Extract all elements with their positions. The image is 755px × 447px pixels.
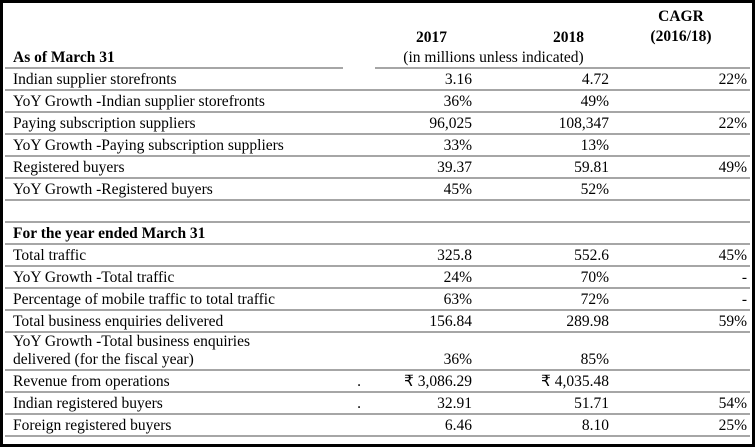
value-2017: 32.91	[375, 392, 475, 415]
value-2017: 3.16	[375, 68, 475, 91]
value-2017: 6.46	[375, 414, 475, 437]
section-title: For the year ended March 31	[5, 222, 343, 245]
row-label: Total traffic	[5, 244, 343, 267]
row-marker	[343, 266, 375, 289]
row-label: YoY Growth -Indian supplier storefronts	[5, 90, 343, 113]
value-2018: 108,347	[475, 112, 612, 135]
value-2018: 51.71	[475, 392, 612, 415]
table-row: YoY Growth -Indian supplier storefronts 3…	[5, 90, 750, 113]
row-marker	[343, 288, 375, 311]
value-2017: 63%	[375, 288, 475, 311]
value-cagr: 49%	[612, 156, 750, 179]
row-label: Indian supplier storefronts	[5, 68, 343, 91]
table-row: Revenue from operations. ₹ 3,086.29 ₹ 4,03…	[5, 370, 750, 393]
value-2017: 33%	[375, 134, 475, 157]
header-cagr: CAGR (2016/18)	[650, 8, 712, 45]
value-2017: ₹ 3,086.29	[375, 370, 475, 393]
value-2018: 85%	[475, 332, 612, 371]
table-row: Indian registered buyers. 32.91 51.71 54%	[5, 392, 750, 415]
value-2017: 36%	[375, 90, 475, 113]
value-2018: ₹ 4,035.48	[475, 370, 612, 393]
row-marker	[343, 332, 375, 371]
value-2017: 96,025	[375, 112, 475, 135]
value-cagr: 22%	[612, 68, 750, 91]
row-label: Percentage of mobile traffic to total tr…	[5, 288, 343, 311]
section-title: As of March 31	[5, 47, 343, 69]
table-row: Foreign registered buyers 6.46 8.10 25%	[5, 414, 750, 437]
table-row: YoY Growth -Registered buyers 45% 52%	[5, 178, 750, 201]
value-cagr	[612, 332, 750, 371]
row-marker	[343, 178, 375, 201]
value-cagr: 54%	[612, 392, 750, 415]
value-2018: 289.98	[475, 310, 612, 333]
value-cagr: -	[612, 288, 750, 311]
value-cagr: 22%	[612, 112, 750, 135]
value-cagr: 45%	[612, 244, 750, 267]
row-label: YoY Growth -Registered buyers	[5, 178, 343, 201]
value-2018: 59.81	[475, 156, 612, 179]
value-2018: 4.72	[475, 68, 612, 91]
table-row: YoY Growth -Total business enquiries deli…	[5, 332, 750, 371]
unit-note: (in millions unless indicated)	[375, 47, 612, 69]
table-row: Total business enquiries delivered 156.84…	[5, 310, 750, 333]
value-cagr	[612, 90, 750, 113]
value-2017: 24%	[375, 266, 475, 289]
table-row: YoY Growth -Total traffic 24% 70% -	[5, 266, 750, 289]
value-2017: 39.37	[375, 156, 475, 179]
value-2018: 13%	[475, 134, 612, 157]
value-2018: 70%	[475, 266, 612, 289]
value-2018: 8.10	[475, 414, 612, 437]
header-row: 2017 2018 CAGR (2016/18)	[5, 3, 750, 47]
row-label: Total business enquiries delivered	[5, 310, 343, 333]
row-marker	[343, 112, 375, 135]
row-marker	[343, 310, 375, 333]
table-row: Paying subscription suppliers 96,025 108,3…	[5, 112, 750, 135]
value-2018: 552.6	[475, 244, 612, 267]
row-label: YoY Growth -Total business enquiries deli…	[5, 332, 343, 371]
value-cagr: 59%	[612, 310, 750, 333]
row-marker: .	[343, 370, 375, 393]
metrics-table: 2017 2018 CAGR (2016/18) As of March 31 (…	[5, 3, 750, 437]
row-marker: .	[343, 392, 375, 415]
table-row: Registered buyers 39.37 59.81 49%	[5, 156, 750, 179]
spacer-row	[5, 200, 750, 223]
value-cagr	[612, 178, 750, 201]
value-cagr	[612, 370, 750, 393]
table-row: Percentage of mobile traffic to total tr…	[5, 288, 750, 311]
row-marker	[343, 68, 375, 91]
row-label: Indian registered buyers	[5, 392, 343, 415]
row-marker	[343, 244, 375, 267]
section-header-row: As of March 31 (in millions unless indic…	[5, 47, 750, 69]
value-2017: 156.84	[375, 310, 475, 333]
value-cagr: -	[612, 266, 750, 289]
value-2018: 72%	[475, 288, 612, 311]
header-2018: 2018	[553, 29, 584, 46]
row-label: Paying subscription suppliers	[5, 112, 343, 135]
table-row: Indian supplier storefronts 3.16 4.72 22%	[5, 68, 750, 91]
section-header-row: For the year ended March 31	[5, 222, 750, 245]
row-label: Revenue from operations	[5, 370, 343, 393]
header-2017: 2017	[416, 29, 447, 46]
value-cagr	[612, 134, 750, 157]
row-marker	[343, 414, 375, 437]
value-2018: 49%	[475, 90, 612, 113]
value-2017: 36%	[375, 332, 475, 371]
table-row: Total traffic 325.8 552.6 45%	[5, 244, 750, 267]
value-2018: 52%	[475, 178, 612, 201]
value-2017: 45%	[375, 178, 475, 201]
row-label: YoY Growth -Paying subscription supplier…	[5, 134, 343, 157]
row-marker	[343, 134, 375, 157]
row-marker	[343, 90, 375, 113]
row-marker	[343, 156, 375, 179]
row-label: Registered buyers	[5, 156, 343, 179]
table-row: YoY Growth -Paying subscription supplier…	[5, 134, 750, 157]
row-label: YoY Growth -Total traffic	[5, 266, 343, 289]
value-cagr: 25%	[612, 414, 750, 437]
row-label: Foreign registered buyers	[5, 414, 343, 437]
value-2017: 325.8	[375, 244, 475, 267]
